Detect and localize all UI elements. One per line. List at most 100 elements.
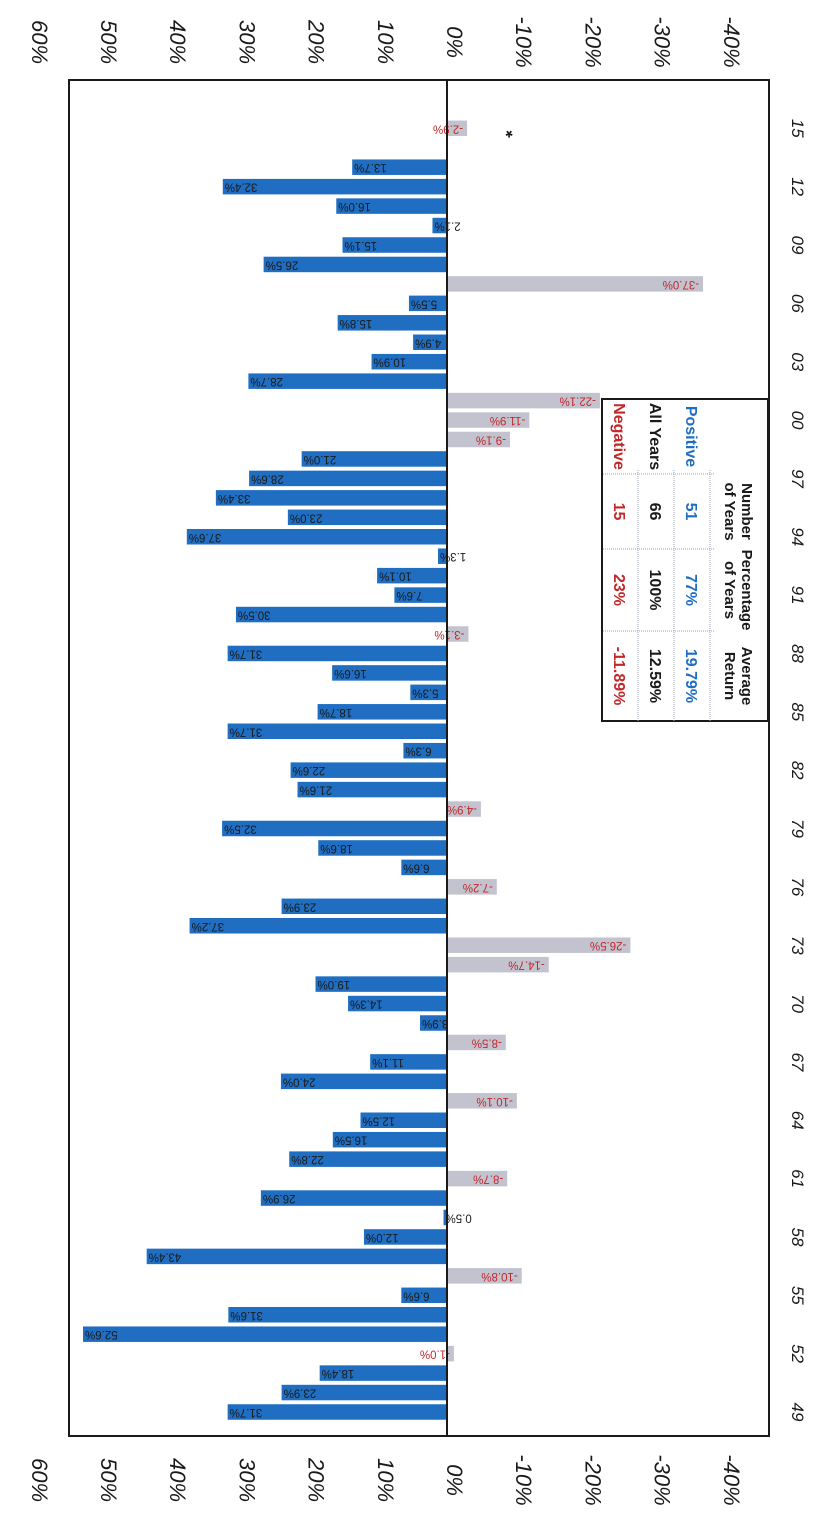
bar-1998 [301,451,447,467]
year-tick-19: 06 [788,294,807,313]
year-tick-15: 94 [788,527,807,546]
bar-1997 [249,470,447,487]
year-tick-22: 15 [788,119,807,138]
bar-1950 [281,1384,447,1401]
bar-1993 [438,548,447,564]
year-tick-1: 52 [788,1344,807,1363]
bar-1973 [447,937,631,953]
bar-label-1980: -4.9% [447,803,477,815]
bar-1985 [317,704,447,720]
bar-1978 [318,840,447,856]
bar-label-1964: 12.5% [363,1114,396,1126]
bar-2008 [263,256,447,273]
bar-1979 [222,820,447,837]
bar-label-2011: 16.0% [338,200,371,212]
bar-1986 [410,684,447,701]
bar-label-1984: 31.7% [230,725,263,737]
bar-label-1965: -10.1% [476,1095,512,1107]
bar-label-1972: -14.7% [508,959,544,971]
bar-label-2006: 5.5% [411,297,437,309]
year-tick-14: 91 [788,586,807,605]
bars-layer: 31.7% 23.9% 18.4% -1.0% 52.6% 31.6% 6.6% -10.8%… [83,120,704,1420]
bar-label-2003: 10.9% [374,356,407,368]
bar-label-1994: 37.6% [189,531,222,543]
bar-label-2013: 13.7% [354,161,387,173]
bar-2002 [248,373,447,389]
table-cell-1-3: 12.59% [646,649,663,703]
value-axis-right: 60% 50% 40% 30% 20% 10% 0% -10% -20% -30% -40% [27,16,744,67]
bar-2006 [408,295,447,312]
value-tick-right-9: -30% [650,16,675,67]
bar-label-1954: 31.6% [230,1309,263,1321]
bar-label-1978: 18.6% [320,842,353,854]
bar-label-1995: 23.0% [290,511,323,523]
bar-label-1987: 16.6% [334,667,367,679]
bar-1949 [227,1404,447,1420]
bar-label-1997: 28.6% [251,472,284,484]
table-cell-0-2: 77% [682,574,699,606]
bar-2001 [447,392,600,409]
bar-label-1970: 14.3% [350,998,383,1010]
bar-1958 [363,1229,447,1245]
year-tick-16: 97 [788,469,807,488]
bar-1952 [447,1345,454,1362]
bar-label-1955: 6.6% [403,1289,429,1301]
bar-1983 [403,742,447,759]
bar-1982 [290,762,447,778]
bar-label-1962: 22.8% [291,1153,324,1165]
bar-label-1949: 31.7% [230,1406,263,1418]
bar-1959 [443,1209,447,1226]
bar-label-1981: 21.6% [300,784,333,796]
bar-label-1971: 19.0% [318,978,351,990]
bar-label-1963: 16.5% [335,1134,368,1146]
bar-2007 [447,276,704,292]
bar-1989 [447,626,469,642]
bar-2010 [432,217,447,234]
bar-label-1974: 37.2% [192,920,225,932]
table-cell-1-2: 100% [646,570,663,611]
bar-label-1975: 23.9% [284,900,317,912]
bar-1988 [227,645,447,662]
year-tick-5: 64 [788,1111,807,1130]
table-cell-1-1: 66 [646,503,663,521]
value-tick-left-2: 40% [165,1458,190,1502]
bar-label-1957: 43.4% [149,1250,182,1262]
bar-label-1950: 23.9% [284,1387,317,1399]
bar-1974 [189,918,448,934]
bar-2004 [413,334,447,350]
year-tick-8: 73 [788,936,807,955]
bar-label-1989: -3.1% [434,628,464,640]
bar-label-2001: -22.1% [559,395,595,407]
table-header-2: Percentageof Years [721,550,755,631]
bar-1971 [315,976,447,992]
bar-1992 [377,567,447,584]
bar-label-1982: 22.6% [293,764,326,776]
bar-label-1959: 0.5% [446,1212,472,1224]
value-tick-left-4: 20% [304,1457,329,1502]
year-tick-21: 12 [788,177,807,196]
bar-label-1990: 30.5% [238,609,271,621]
value-tick-right-1: 50% [96,20,121,64]
bar-1965 [447,1093,517,1109]
bar-label-1988: 31.7% [230,647,263,659]
value-tick-left-10: -40% [719,1454,744,1505]
bar-2012 [222,178,447,195]
bar-2013 [352,159,447,175]
bar-1980 [447,801,481,817]
bar-1966 [280,1073,447,1090]
value-tick-left-9: -30% [650,1454,675,1505]
bar-label-1991: 7.6% [396,589,422,601]
value-axis-left: 60% 50% 40% 30% 20% 10% 0% -10% -20% -30% -40% [27,1454,744,1505]
bar-label-2015: -2.9% [433,122,463,134]
value-tick-left-6: 0% [442,1464,467,1496]
value-tick-right-10: -40% [719,16,744,67]
bar-label-1969: 3.9% [422,1017,448,1029]
bar-label-2009: 15.1% [345,239,378,251]
year-tick-18: 03 [788,352,807,371]
bar-1970 [348,995,447,1012]
bar-label-1960: 26.9% [263,1192,296,1204]
bar-1962 [289,1151,447,1167]
table-header-3: AverageReturn [721,647,755,706]
year-tick-13: 88 [788,644,807,663]
